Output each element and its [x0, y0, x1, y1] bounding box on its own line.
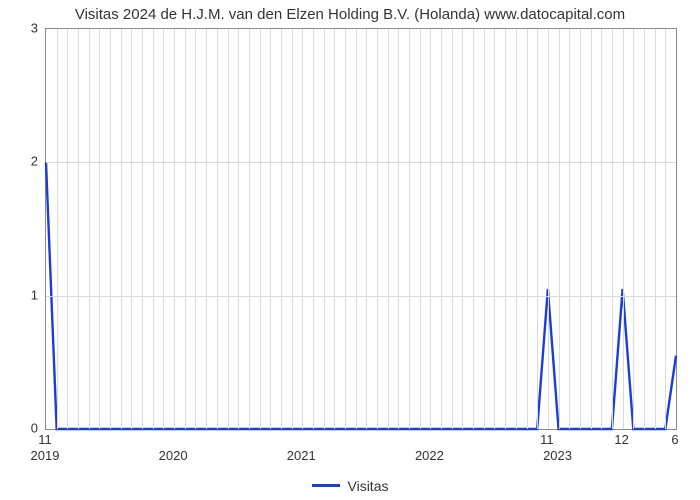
chart-container: { "chart": { "type": "line", "title": "V… [0, 0, 700, 500]
gridline-vertical [228, 29, 229, 429]
gridline-horizontal [46, 296, 676, 297]
legend: Visitas [0, 474, 700, 494]
gridline-vertical [559, 29, 560, 429]
gridline-vertical [377, 29, 378, 429]
gridline-vertical [366, 29, 367, 429]
x-major-label: 2020 [159, 448, 188, 463]
gridline-vertical [292, 29, 293, 429]
gridline-vertical [388, 29, 389, 429]
gridline-vertical [623, 29, 624, 429]
gridline-vertical [516, 29, 517, 429]
gridline-vertical [131, 29, 132, 429]
gridline-vertical [260, 29, 261, 429]
gridline-vertical [302, 29, 303, 429]
gridline-vertical [313, 29, 314, 429]
gridline-vertical [580, 29, 581, 429]
gridline-vertical [601, 29, 602, 429]
legend-label: Visitas [348, 478, 389, 494]
gridline-vertical [430, 29, 431, 429]
x-value-label: 11 [38, 432, 52, 447]
y-tick-label: 0 [8, 421, 38, 436]
gridline-vertical [356, 29, 357, 429]
gridline-vertical [334, 29, 335, 429]
legend-swatch [312, 484, 340, 487]
gridline-vertical [89, 29, 90, 429]
gridline-vertical [655, 29, 656, 429]
gridline-vertical [420, 29, 421, 429]
gridline-vertical [67, 29, 68, 429]
gridline-vertical [281, 29, 282, 429]
gridline-vertical [537, 29, 538, 429]
gridline-vertical [206, 29, 207, 429]
gridline-vertical [612, 29, 613, 429]
gridline-vertical [121, 29, 122, 429]
chart-title: Visitas 2024 de H.J.M. van den Elzen Hol… [0, 6, 700, 23]
gridline-vertical [505, 29, 506, 429]
x-value-label: 12 [614, 432, 628, 447]
gridline-vertical [409, 29, 410, 429]
gridline-vertical [441, 29, 442, 429]
x-major-label: 2023 [543, 448, 572, 463]
series-line [46, 29, 676, 429]
gridline-vertical [548, 29, 549, 429]
y-tick-label: 2 [8, 154, 38, 169]
gridline-vertical [99, 29, 100, 429]
gridline-vertical [569, 29, 570, 429]
gridline-vertical [665, 29, 666, 429]
x-value-label: 6 [671, 432, 678, 447]
gridline-vertical [142, 29, 143, 429]
gridline-vertical [473, 29, 474, 429]
gridline-vertical [163, 29, 164, 429]
y-tick-label: 1 [8, 287, 38, 302]
gridline-vertical [633, 29, 634, 429]
legend-item-visitas: Visitas [312, 478, 389, 494]
gridline-horizontal [46, 162, 676, 163]
gridline-vertical [110, 29, 111, 429]
gridline-vertical [195, 29, 196, 429]
gridline-vertical [462, 29, 463, 429]
x-major-label: 2019 [31, 448, 60, 463]
gridline-vertical [484, 29, 485, 429]
gridline-vertical [249, 29, 250, 429]
gridline-vertical [238, 29, 239, 429]
gridline-vertical [345, 29, 346, 429]
gridline-vertical [591, 29, 592, 429]
gridline-vertical [174, 29, 175, 429]
gridline-vertical [452, 29, 453, 429]
gridline-vertical [78, 29, 79, 429]
gridline-vertical [185, 29, 186, 429]
x-major-label: 2021 [287, 448, 316, 463]
gridline-vertical [324, 29, 325, 429]
gridline-vertical [644, 29, 645, 429]
x-major-label: 2022 [415, 448, 444, 463]
gridline-vertical [527, 29, 528, 429]
gridline-vertical [494, 29, 495, 429]
gridline-vertical [217, 29, 218, 429]
gridline-vertical [270, 29, 271, 429]
gridline-vertical [153, 29, 154, 429]
gridline-vertical [398, 29, 399, 429]
plot-area [45, 28, 677, 430]
x-value-label: 11 [540, 432, 554, 447]
gridline-vertical [57, 29, 58, 429]
y-tick-label: 3 [8, 21, 38, 36]
